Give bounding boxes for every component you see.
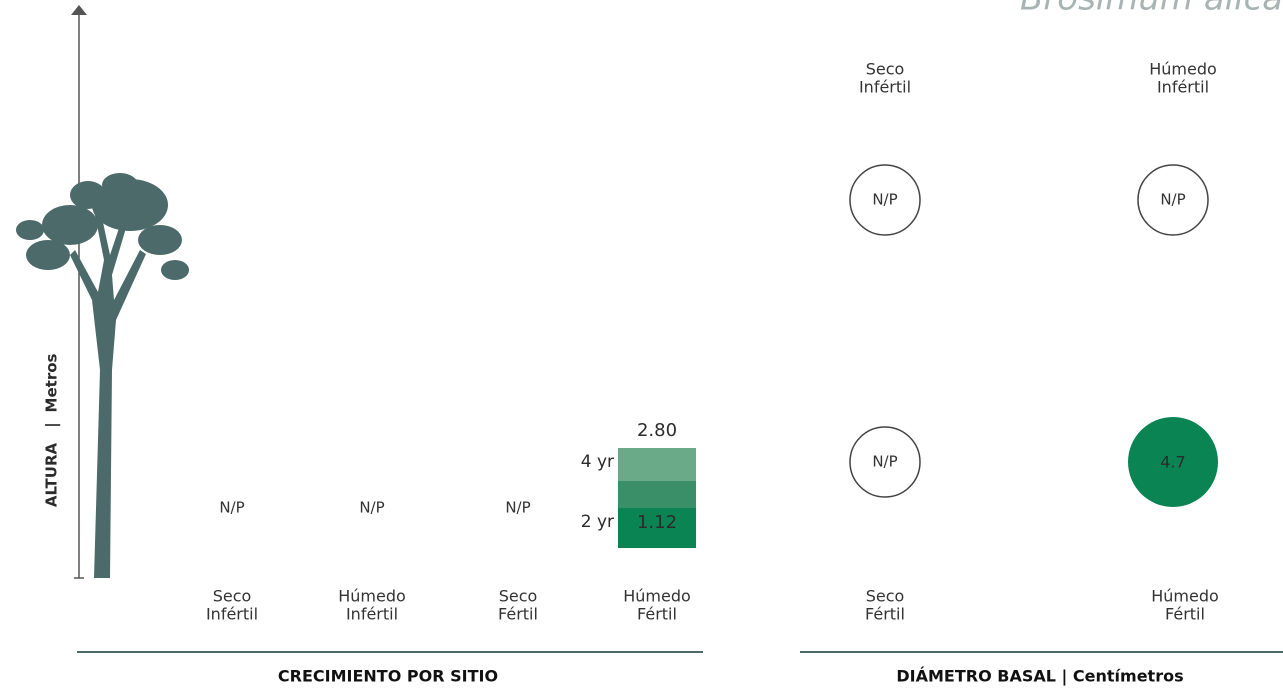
axis-arrow — [71, 5, 87, 15]
site-label: Húmedo — [338, 587, 406, 606]
not-available: N/P — [359, 499, 384, 517]
diameter-circle — [849, 164, 921, 236]
site-label: Fértil — [498, 605, 538, 624]
axis-label-separator: | — [43, 422, 62, 427]
site-label: Infértil — [206, 605, 258, 624]
diameter-circle — [1128, 417, 1218, 507]
tree-illustration — [16, 173, 189, 578]
site-label: Fértil — [865, 605, 905, 624]
site-label: Seco — [499, 587, 538, 606]
diameter-circle — [849, 426, 921, 498]
site-label: Húmedo — [1151, 587, 1219, 606]
not-available: N/P — [872, 191, 897, 209]
site-label: Infértil — [346, 605, 398, 624]
site-label: Fértil — [1165, 605, 1205, 624]
not-available: N/P — [505, 499, 530, 517]
diameter-value: 4.7 — [1160, 453, 1185, 472]
title: Brosimum alicastrum — [1020, 0, 1283, 19]
not-available: N/P — [219, 499, 244, 517]
value-label: 1.12 — [637, 512, 677, 533]
value-label: 2.80 — [637, 420, 677, 441]
site-label: Seco — [866, 60, 905, 79]
site-label: Infértil — [859, 78, 911, 97]
not-available: N/P — [1160, 191, 1185, 209]
footer: DIÁMETRO BASAL | Centímetros — [896, 667, 1183, 687]
footer: CRECIMIENTO POR SITIO — [278, 667, 498, 686]
axis-label-unit: Metros — [43, 353, 61, 412]
age-label: 2 yr — [581, 512, 614, 532]
not-available: N/P — [872, 453, 897, 471]
age-label: 4 yr — [581, 452, 614, 472]
growth-bar — [618, 508, 696, 548]
site-label: Seco — [866, 587, 905, 606]
diameter-circle — [1137, 164, 1209, 236]
axis-label-main: ALTURA — [43, 442, 61, 507]
site-label: Fértil — [637, 605, 677, 624]
site-label: Seco — [213, 587, 252, 606]
axis-label: ALTURA | Metros — [43, 353, 62, 507]
site-label: Húmedo — [623, 587, 691, 606]
site-label: Húmedo — [1149, 60, 1217, 79]
site-label: Infértil — [1157, 78, 1209, 97]
